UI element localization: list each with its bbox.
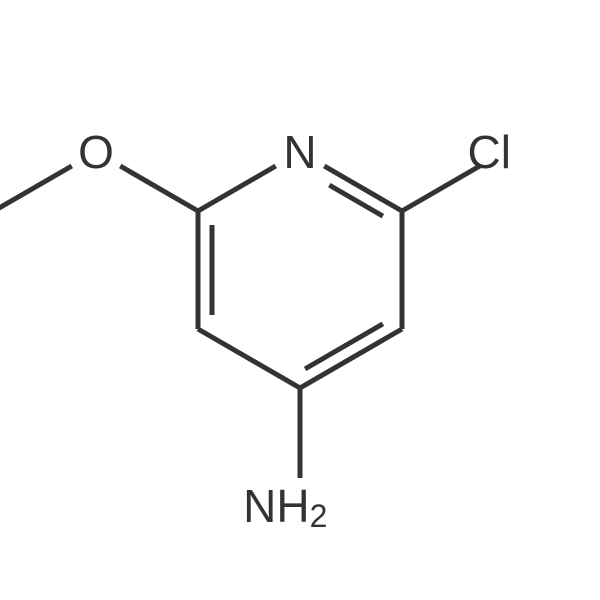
bond bbox=[300, 329, 402, 388]
atom-label: O bbox=[78, 126, 114, 178]
bond bbox=[329, 185, 383, 216]
atom-label: NH2 bbox=[243, 480, 327, 534]
bond bbox=[198, 329, 300, 388]
bond bbox=[0, 166, 72, 211]
atom-label: Cl bbox=[468, 126, 511, 178]
chemical-structure: N Cl O NH2 bbox=[0, 0, 600, 600]
atom-label: N bbox=[283, 126, 316, 178]
bond bbox=[120, 166, 198, 211]
bond bbox=[198, 166, 276, 211]
